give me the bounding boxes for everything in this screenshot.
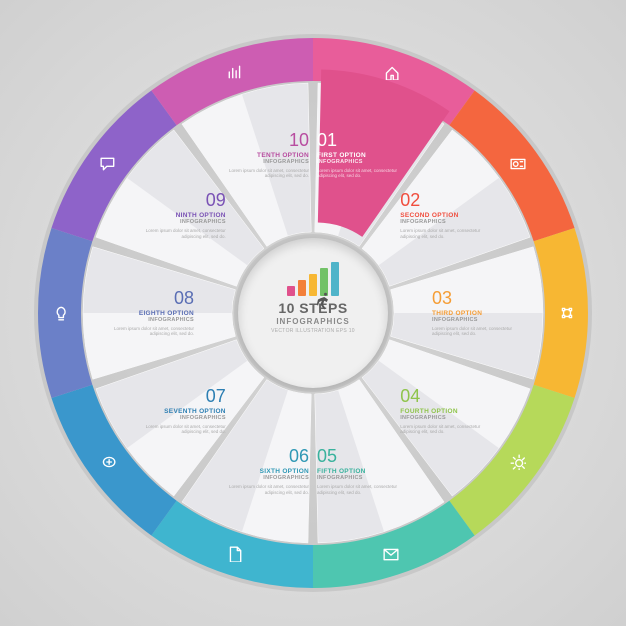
chat-icon <box>98 154 118 174</box>
center-bar <box>287 286 295 296</box>
page-icon <box>225 544 245 564</box>
bars-icon <box>225 62 245 82</box>
gear-icon <box>508 452 528 472</box>
center-bars <box>287 262 339 296</box>
center-bar <box>298 280 306 296</box>
mail-icon <box>381 544 401 564</box>
center-subtitle: INFOGRAPHICS <box>276 317 349 326</box>
nodes-icon <box>557 303 577 323</box>
center-bar <box>331 262 339 296</box>
infographic-stage: 10 STEPS INFOGRAPHICS VECTOR ILLUSTRATIO… <box>33 33 593 593</box>
money-icon <box>508 154 528 174</box>
home-icon <box>381 62 401 82</box>
center-tiny: VECTOR ILLUSTRATION EPS 10 <box>271 328 355 334</box>
bulb-icon <box>50 303 70 323</box>
center-hub: 10 STEPS INFOGRAPHICS VECTOR ILLUSTRATIO… <box>238 238 388 388</box>
coin-icon <box>98 452 118 472</box>
